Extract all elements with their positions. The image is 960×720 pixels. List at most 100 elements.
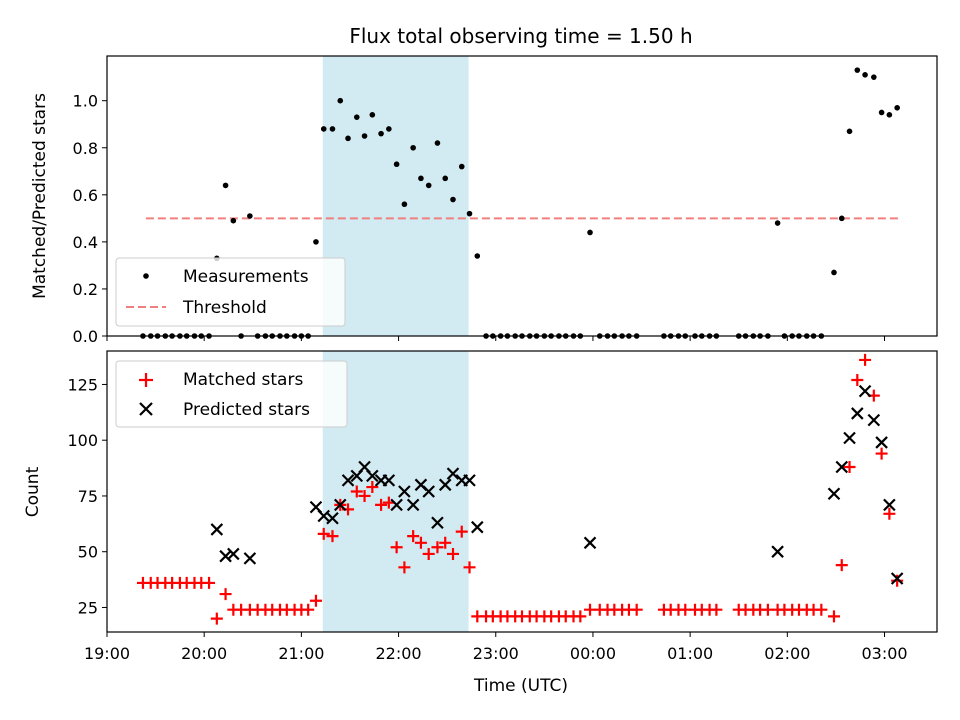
legend-matched-label: Matched stars bbox=[183, 370, 303, 390]
top-y-tick-label: 0.4 bbox=[73, 233, 98, 252]
measurement-point bbox=[774, 220, 781, 226]
predicted-star-point bbox=[326, 511, 339, 525]
matched-star-point bbox=[398, 561, 411, 574]
measurement-point bbox=[434, 140, 441, 146]
matched-star-point bbox=[446, 547, 459, 560]
top-y-tick-label: 0.2 bbox=[73, 280, 98, 299]
legend-matched-marker bbox=[139, 373, 153, 387]
predicted-star-point bbox=[471, 520, 484, 534]
measurement-point bbox=[838, 215, 845, 222]
x-tick-label: 01:00 bbox=[667, 644, 713, 663]
measurement-point bbox=[401, 201, 408, 208]
measurement-point bbox=[466, 210, 473, 217]
predicted-star-point bbox=[382, 474, 396, 487]
top-panel: 0.0 0.2 0.4 0.6 0.8 1.0 Matched/Predicted sta… bbox=[30, 55, 938, 346]
measurement-point bbox=[247, 213, 253, 219]
predicted-star-point bbox=[883, 498, 896, 512]
x-axis-label: Time (UTC) bbox=[473, 676, 568, 696]
top-shaded-interval bbox=[322, 56, 469, 336]
matched-star-point bbox=[366, 481, 379, 494]
measurement-point bbox=[846, 128, 853, 135]
measurement-point bbox=[831, 269, 837, 276]
measurement-point bbox=[320, 126, 327, 132]
measurement-point bbox=[587, 229, 593, 236]
x-tick-label: 19:00 bbox=[84, 644, 130, 663]
predicted-star-point bbox=[406, 498, 420, 512]
top-axes-frame bbox=[106, 55, 938, 337]
matched-star-point bbox=[203, 576, 216, 589]
predicted-star-point bbox=[341, 474, 355, 487]
measurement-point bbox=[345, 135, 351, 142]
bottom-y-tick-label: 25 bbox=[78, 598, 98, 617]
bottom-panel: 25 50 75 100 125 19:00 20:00 21:00 22:00 23:00 00… bbox=[23, 350, 938, 696]
predicted-star-point bbox=[867, 413, 881, 427]
bottom-legend-box bbox=[115, 360, 348, 428]
predicted-star-point bbox=[446, 467, 460, 480]
matched-star-point bbox=[390, 541, 403, 554]
x-tick-label: 02:00 bbox=[764, 644, 810, 663]
measurement-point bbox=[386, 126, 392, 132]
measurement-point bbox=[361, 133, 368, 139]
predicted-star-point bbox=[835, 460, 849, 474]
legend-predicted-label: Predicted stars bbox=[183, 400, 310, 420]
measurement-point bbox=[854, 67, 861, 73]
measurement-point bbox=[450, 196, 456, 203]
measurement-point bbox=[458, 163, 465, 170]
top-y-axis-label: Matched/Predicted stars bbox=[30, 93, 50, 299]
legend-measurements-label: Measurements bbox=[183, 267, 309, 287]
matched-star-point bbox=[710, 603, 723, 616]
measurement-point bbox=[378, 130, 384, 137]
bottom-y-tick-label: 100 bbox=[67, 431, 98, 450]
matched-star-point bbox=[422, 547, 435, 560]
x-tick-label: 20:00 bbox=[181, 644, 227, 663]
measurement-point bbox=[425, 182, 432, 189]
measurement-point bbox=[410, 144, 416, 151]
matched-star-point bbox=[431, 541, 444, 554]
measurement-point bbox=[353, 114, 360, 120]
bottom-legend: Matched stars Predicted stars bbox=[115, 360, 348, 428]
x-tick-label: 00:00 bbox=[570, 644, 616, 663]
top-y-tick-label: 0.6 bbox=[73, 186, 98, 205]
measurement-point bbox=[894, 104, 900, 111]
matched-star-point bbox=[851, 373, 864, 386]
measurement-point bbox=[886, 112, 893, 118]
predicted-star-point bbox=[431, 516, 444, 529]
matched-star-point bbox=[210, 612, 223, 625]
matched-star-point bbox=[883, 507, 896, 520]
matched-star-point bbox=[827, 610, 840, 623]
matched-star-point bbox=[358, 489, 371, 502]
bottom-y-tick-label: 125 bbox=[67, 375, 98, 394]
bottom-y-tick-label: 50 bbox=[78, 543, 98, 562]
x-tick-label: 22:00 bbox=[376, 644, 422, 663]
bottom-y-axis-label: Count bbox=[23, 466, 43, 517]
predicted-star-point bbox=[227, 547, 240, 561]
predicted-star-point bbox=[583, 536, 597, 550]
measurement-point bbox=[474, 253, 481, 259]
matched-star-point bbox=[891, 574, 904, 587]
matched-star-point bbox=[574, 610, 587, 623]
measurement-point bbox=[442, 175, 449, 182]
top-y-tick-label: 0.0 bbox=[73, 327, 98, 346]
matched-star-point bbox=[309, 594, 322, 607]
predicted-star-point bbox=[827, 487, 841, 501]
measurement-point bbox=[230, 217, 237, 224]
predicted-star-point bbox=[398, 485, 411, 498]
matched-star-point bbox=[463, 561, 476, 574]
predicted-star-point bbox=[771, 545, 784, 558]
matched-star-point bbox=[414, 536, 427, 549]
predicted-star-point bbox=[858, 384, 872, 398]
predicted-star-point bbox=[438, 478, 452, 492]
legend-threshold-label: Threshold bbox=[182, 298, 267, 318]
measurement-point bbox=[329, 126, 336, 132]
legend-measurements-marker bbox=[143, 273, 149, 279]
top-y-tick-label: 1.0 bbox=[73, 92, 98, 111]
x-tick-label: 23:00 bbox=[473, 644, 519, 663]
matched-star-point bbox=[843, 460, 856, 473]
predicted-star-point bbox=[843, 431, 856, 445]
measurement-point bbox=[393, 161, 400, 168]
legend-predicted-marker bbox=[139, 402, 153, 416]
predicted-star-point bbox=[851, 407, 864, 420]
predicted-star-point bbox=[219, 549, 232, 563]
measurement-point bbox=[862, 72, 868, 78]
measurement-point bbox=[418, 175, 424, 182]
